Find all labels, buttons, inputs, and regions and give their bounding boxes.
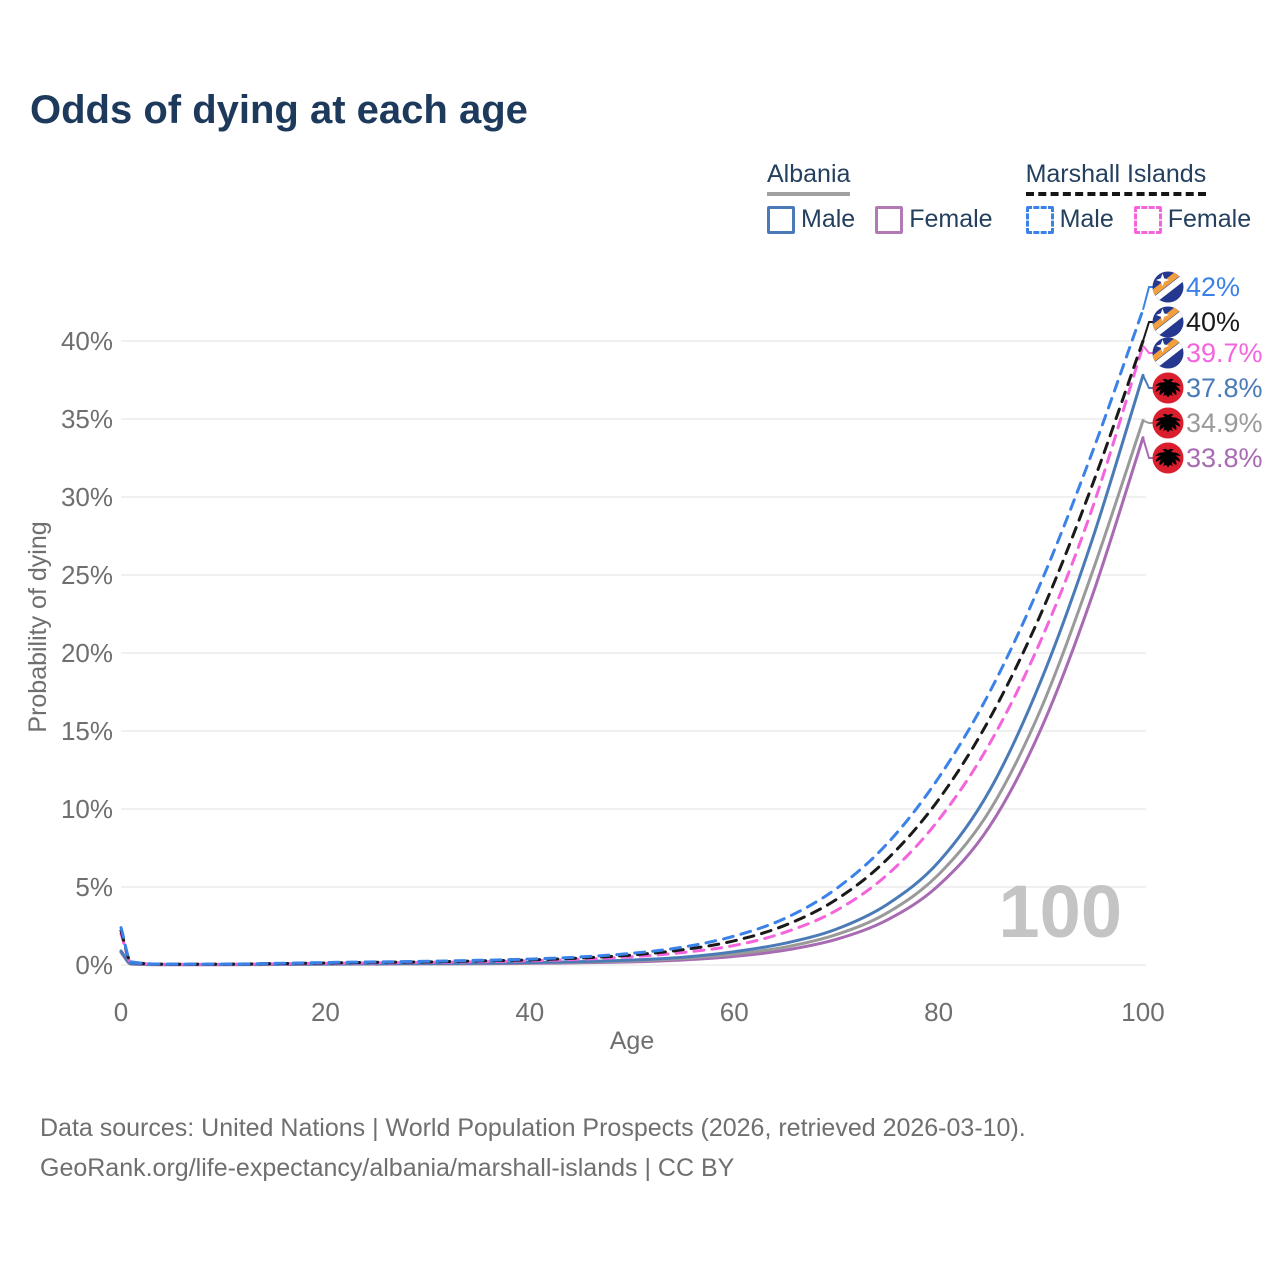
albania-flag [1152, 407, 1184, 439]
y-tick-label: 30% [61, 482, 113, 512]
end-label-leader-line [1142, 419, 1153, 424]
legend-item-label: Male [801, 205, 856, 233]
x-axis-title: Age [610, 1027, 654, 1055]
albania-flag [1152, 442, 1184, 474]
y-tick-label: 10% [61, 794, 113, 824]
legend-group-marshall-islands: Marshall Islands Male Female [1025, 160, 1252, 234]
flag-stripe-orange [1147, 301, 1186, 334]
y-tick-label: 15% [61, 716, 113, 746]
albania-male-swatch-icon [767, 205, 795, 234]
flag-star [1156, 339, 1169, 353]
legend-item-marshall-male[interactable]: Male [1025, 205, 1114, 234]
x-tick-label: 40 [515, 997, 544, 1027]
albania-flag [1152, 372, 1184, 404]
legend-group-albania-label: Albania [767, 160, 851, 196]
end-value-label: 39.7% [1186, 338, 1263, 368]
y-tick-label: 40% [61, 326, 113, 356]
x-tick-label: 60 [720, 997, 749, 1027]
page-title: Odds of dying at each age [30, 88, 528, 132]
legend: Albania Male Female Marshall Islands Mal… [767, 160, 1251, 234]
curves [119, 308, 1145, 967]
flag-eagle [1155, 378, 1181, 398]
legend-item-marshall-female[interactable]: Female [1133, 205, 1252, 234]
legend-item-albania-male[interactable]: Male [767, 205, 855, 234]
flag-stripe-white [1151, 306, 1190, 339]
end-label-leader-line [1142, 437, 1153, 459]
y-tick-label: 20% [61, 638, 113, 668]
end-label-leader-line [1142, 321, 1153, 342]
end-value-label: 42% [1186, 272, 1240, 302]
legend-item-label: Male [1059, 205, 1114, 233]
y-axis-title: Probability of dying [24, 521, 52, 732]
marshall-islands-flag [1147, 301, 1190, 339]
watermark-age-100: 100 [999, 870, 1122, 953]
legend-item-label: Female [1167, 205, 1252, 233]
flag-stripe-white [1151, 271, 1190, 304]
flag-stripe-orange [1147, 266, 1186, 299]
curve-marshall-islands-male[interactable] [119, 308, 1145, 966]
flag-star [1156, 308, 1169, 322]
curve-marshall-islands-female[interactable] [119, 344, 1145, 966]
y-tick-label: 0% [75, 950, 113, 980]
x-tick-label: 80 [924, 997, 953, 1027]
curve-albania-both-sexes[interactable] [119, 419, 1145, 966]
gridlines [121, 340, 1146, 966]
x-tick-label: 100 [1121, 997, 1164, 1027]
y-tick-label: 5% [75, 872, 113, 902]
legend-group-albania: Albania Male Female [767, 160, 993, 234]
legend-item-albania-female[interactable]: Female [875, 205, 993, 234]
x-tick-label: 0 [114, 997, 128, 1027]
end-label-leader-line [1142, 286, 1153, 311]
end-label-leader-line [1142, 345, 1153, 354]
marshall-female-swatch-icon [1133, 205, 1162, 234]
marshall-islands-flag [1147, 332, 1190, 370]
flag-star [1156, 273, 1169, 287]
x-tick-label: 20 [311, 997, 340, 1027]
end-value-label: 40% [1186, 307, 1240, 337]
end-label-leader-line [1142, 374, 1153, 389]
flag-eagle [1155, 448, 1181, 468]
curve-albania-male[interactable] [119, 373, 1145, 966]
albania-female-swatch-icon [875, 205, 904, 234]
end-value-label: 34.9% [1186, 408, 1263, 438]
y-tick-label: 25% [61, 560, 113, 590]
curve-albania-female[interactable] [119, 436, 1145, 967]
end-value-label: 33.8% [1186, 443, 1263, 473]
legend-group-marshall-islands-label: Marshall Islands [1025, 160, 1207, 196]
end-value-label: 37.8% [1186, 373, 1263, 403]
flag-stripe-white [1151, 337, 1190, 370]
legend-group-albania-items: Male Female [767, 205, 993, 234]
flag-eagle [1155, 413, 1181, 433]
footer-attribution-link[interactable]: GeoRank.org/life-expectancy/albania/mars… [40, 1154, 735, 1182]
legend-item-label: Female [909, 205, 993, 233]
flag-stripe-orange [1147, 332, 1186, 365]
footer-data-sources: Data sources: United Nations | World Pop… [40, 1114, 1026, 1142]
legend-group-marshall-islands-items: Male Female [1025, 205, 1252, 234]
marshall-male-swatch-icon [1025, 205, 1054, 234]
y-tick-label: 35% [61, 404, 113, 434]
marshall-islands-flag [1147, 266, 1190, 304]
